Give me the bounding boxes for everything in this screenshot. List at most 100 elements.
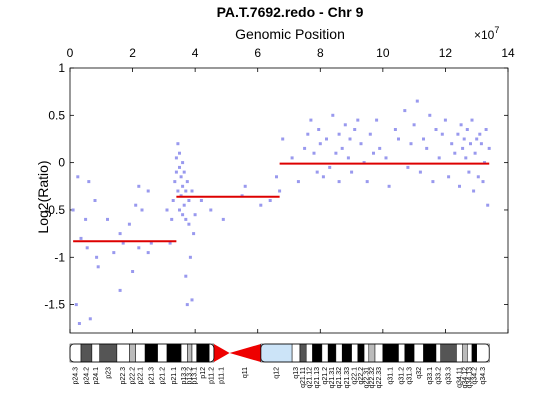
band-label: q22.33 [376, 367, 383, 389]
data-point [328, 165, 332, 169]
chromosome-band [351, 343, 359, 363]
band-label: q34.3 [480, 367, 487, 385]
data-point [470, 118, 474, 122]
data-point [96, 265, 100, 269]
chromosome-band [456, 343, 463, 363]
band-label: p11.2 [209, 367, 216, 384]
data-point [348, 137, 352, 141]
data-point [84, 217, 88, 221]
data-point [76, 175, 80, 179]
data-point [425, 146, 429, 150]
band-label: q21.12 [306, 367, 313, 389]
x-axis-ticks: 0 2 4 6 8 10 12 14 [67, 46, 515, 333]
x-exponent-base: ×10 [474, 28, 495, 42]
chart-title: PA.T.7692.redo - Chr 9 [217, 4, 364, 20]
data-point [443, 118, 447, 122]
data-point [447, 175, 451, 179]
data-point [88, 317, 92, 321]
chromosome-band [144, 343, 158, 363]
data-point [318, 142, 322, 146]
band-label: p24.2 [83, 367, 90, 385]
x-tick-label: 10 [376, 46, 390, 60]
chromosome-band [116, 343, 130, 363]
data-point [174, 170, 178, 174]
data-point [479, 142, 483, 146]
band-label: p23 [105, 367, 112, 379]
x-tick-label: 12 [439, 46, 453, 60]
data-point [472, 189, 476, 193]
data-point [93, 199, 97, 202]
data-point [275, 175, 278, 179]
chromosome-band [80, 343, 93, 363]
data-point [456, 132, 460, 136]
data-point [184, 217, 188, 221]
data-point [179, 175, 183, 179]
data-point [185, 303, 189, 307]
data-point [409, 142, 413, 146]
chromosome-band [312, 343, 323, 363]
chromosome-band [335, 343, 343, 363]
data-point [473, 151, 477, 155]
data-point [403, 109, 407, 113]
data-point [365, 180, 369, 184]
band-label: q22.2 [358, 367, 365, 385]
band-label: q34.2 [471, 367, 478, 385]
data-point [353, 128, 357, 131]
data-point [106, 217, 109, 221]
data-point [478, 132, 482, 136]
data-point [387, 184, 391, 188]
data-point [127, 222, 131, 226]
band-label: q33.1 [427, 367, 434, 385]
data-point [281, 137, 285, 141]
data-point [85, 246, 89, 250]
data-point [171, 199, 175, 202]
data-point [428, 113, 432, 117]
data-point [95, 255, 99, 259]
data-point [268, 199, 272, 202]
band-label: p13.2 [187, 367, 194, 385]
data-point [321, 175, 325, 179]
data-point [465, 128, 469, 131]
band-label: q31.2 [399, 367, 406, 385]
chromosome-band [368, 343, 376, 363]
data-point [140, 208, 144, 212]
data-point [184, 274, 188, 278]
band-label: p13.1 [191, 367, 198, 385]
y-tick-label: 1 [58, 61, 65, 75]
data-point [378, 146, 382, 150]
data-point [484, 128, 488, 131]
data-point [79, 236, 83, 240]
data-point [437, 156, 441, 160]
data-point [174, 156, 178, 160]
data-point [209, 208, 213, 212]
data-point [178, 208, 181, 212]
chromosome-band [91, 343, 100, 363]
data-point [372, 151, 375, 155]
y-tick-label: -1.5 [44, 298, 65, 312]
data-point [375, 118, 379, 122]
centromere-band [229, 344, 261, 362]
band-label: q22.1 [352, 367, 359, 385]
x-tick-label: 6 [254, 46, 261, 60]
data-point [137, 184, 141, 188]
chromosome-band [69, 343, 82, 363]
data-point [121, 241, 125, 245]
data-point [178, 151, 181, 155]
data-point [165, 208, 169, 212]
data-point [181, 161, 185, 165]
data-point [481, 180, 485, 184]
x-tick-label: 14 [501, 46, 515, 60]
band-label: q21.33 [344, 367, 351, 389]
y-tick-label: 0 [58, 156, 65, 170]
data-point [422, 137, 425, 141]
chromosome-band [467, 343, 473, 363]
y-tick-label: 0.5 [48, 108, 65, 122]
data-point [343, 123, 347, 127]
data-point [176, 142, 180, 146]
data-point [168, 241, 172, 245]
x-tick-label: 2 [129, 46, 136, 60]
data-point [415, 99, 419, 103]
band-label: p12 [200, 367, 207, 379]
chromosome-band [382, 343, 399, 363]
